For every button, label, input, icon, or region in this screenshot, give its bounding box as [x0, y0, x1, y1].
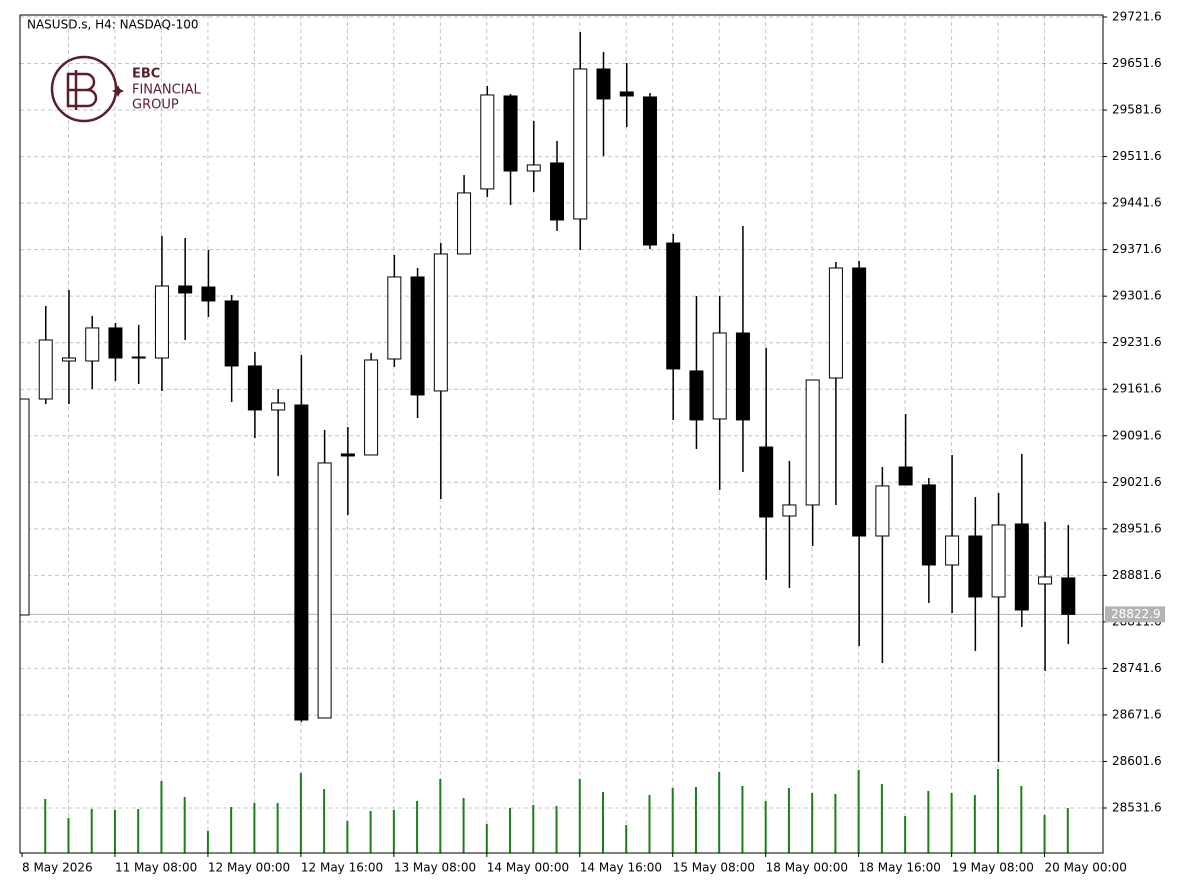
candle-body-down: [852, 267, 867, 537]
candle-body-down: [503, 95, 518, 172]
x-tick-label: 12 May 16:00: [301, 861, 383, 875]
x-tick-label: 8 May 2026: [22, 861, 93, 875]
logo-text: EBC: [132, 67, 160, 82]
candle-body-up: [945, 535, 960, 566]
plot-border: [19, 14, 1104, 854]
candle-body-up: [20, 398, 30, 616]
x-tick-label: 14 May 16:00: [580, 861, 662, 875]
x-tick-label: 19 May 08:00: [952, 861, 1034, 875]
y-tick-label: 29301.6: [1112, 289, 1162, 303]
y-tick-label: 28741.6: [1112, 661, 1162, 675]
candle-body-down: [642, 96, 657, 246]
x-tick-label: 12 May 00:00: [208, 861, 290, 875]
candle-body-up: [364, 359, 379, 456]
candle-body-down: [108, 327, 123, 359]
plot-layer: [20, 31, 1103, 853]
x-tick-label: 13 May 08:00: [394, 861, 476, 875]
candle-body-down: [968, 535, 983, 598]
y-tick-label: 29651.6: [1112, 56, 1162, 70]
candle-body-up: [480, 94, 495, 190]
logo-text: GROUP: [132, 98, 179, 113]
candle-body-down: [735, 332, 750, 421]
x-tick-label: 18 May 00:00: [766, 861, 848, 875]
candle-body-down: [410, 276, 425, 396]
y-tick-label: 28951.6: [1112, 521, 1162, 535]
x-tick-label: 18 May 16:00: [859, 861, 941, 875]
candle-body-up: [875, 485, 890, 537]
candle-body-up: [991, 524, 1006, 598]
candle-body-up: [271, 402, 286, 411]
logo-star: [112, 85, 124, 97]
candle-body-up: [433, 253, 448, 392]
y-tick-label: 29441.6: [1112, 196, 1162, 210]
candle-body-down: [1061, 577, 1076, 615]
y-tick-label: 29721.6: [1112, 9, 1162, 23]
y-tick-label: 29231.6: [1112, 335, 1162, 349]
candle-body-up: [712, 332, 727, 420]
candle-body-down: [178, 285, 193, 294]
candle-body-down: [224, 300, 239, 367]
candle-body-up: [828, 267, 843, 379]
candle-body-up: [526, 164, 541, 172]
candle-body-down: [201, 286, 216, 302]
candle-body-up: [85, 327, 100, 362]
candle-body-down: [294, 404, 309, 721]
candle-body-down: [596, 68, 611, 100]
candle-body-down: [898, 466, 913, 486]
grid-layer: [20, 15, 1103, 853]
x-tick-label: 15 May 08:00: [673, 861, 755, 875]
current-price-label: 28822.9: [1111, 607, 1161, 621]
candle-body-up: [782, 504, 797, 517]
x-tick-label: 14 May 00:00: [487, 861, 569, 875]
candle-body-down: [689, 370, 704, 421]
candle-body-up: [61, 357, 76, 362]
axis-layer: 29721.6 29651.6 29581.6 29511.6 29441.6 29371…: [21, 9, 1165, 875]
current-price-box: [1105, 606, 1165, 623]
candle-body-up: [573, 68, 588, 220]
logo-text: FINANCIAL: [132, 83, 201, 98]
candle-body-down: [619, 91, 634, 97]
y-tick-label: 28671.6: [1112, 707, 1162, 721]
candle-body-down: [759, 446, 774, 518]
y-tick-label: 28881.6: [1112, 568, 1162, 582]
y-tick-label: 29021.6: [1112, 475, 1162, 489]
candle-body-up: [154, 285, 169, 359]
candle-body-up: [1038, 576, 1053, 585]
y-tick-label: 29371.6: [1112, 242, 1162, 256]
y-tick-label: 29581.6: [1112, 103, 1162, 117]
logo-mark: [66, 70, 98, 110]
candle-body-down: [1014, 523, 1029, 611]
x-tick-label: 20 May 00:00: [1045, 861, 1127, 875]
candle-body-up: [131, 356, 146, 359]
candle-body-up: [457, 192, 472, 255]
candle-body-up: [38, 339, 53, 400]
y-tick-label: 28531.6: [1112, 800, 1162, 814]
candle-body-up: [387, 276, 402, 360]
logo: EBC FINANCIAL GROUP: [50, 55, 201, 123]
candle-body-up: [805, 379, 820, 506]
y-tick-label: 29511.6: [1112, 149, 1162, 163]
y-tick-label: 29091.6: [1112, 428, 1162, 442]
candle-body-down: [247, 365, 262, 411]
candle-body-down: [550, 162, 565, 221]
x-tick-label: 11 May 08:00: [115, 861, 197, 875]
candle-body-down: [921, 484, 936, 566]
chart-title: NASUSD.s, H4: NASDAQ-100: [27, 18, 199, 32]
candle-body-down: [340, 453, 355, 457]
candle-body-down: [666, 242, 681, 370]
candle-body-up: [317, 462, 332, 719]
y-tick-label: 28601.6: [1112, 754, 1162, 768]
y-tick-label: 29161.6: [1112, 382, 1162, 396]
